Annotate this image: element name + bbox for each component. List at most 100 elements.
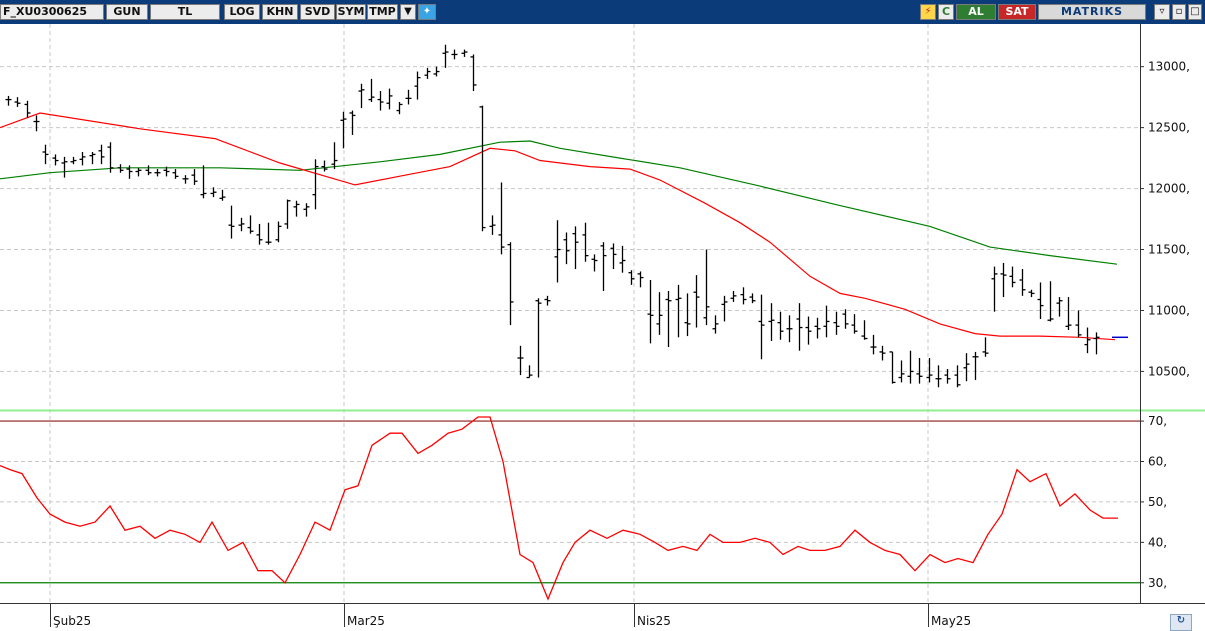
ohlc-bar — [79, 152, 86, 166]
ohlc-bar — [89, 152, 96, 165]
ohlc-bar — [572, 226, 579, 270]
ohlc-bar — [647, 280, 654, 344]
ohlc-bar — [145, 165, 152, 176]
ohlc-bar — [489, 215, 496, 235]
ohlc-bar — [1084, 327, 1091, 354]
price-tick-label: 10500, — [1148, 364, 1190, 378]
ohlc-bar — [228, 205, 235, 239]
date-x-axis: Şub25 Mar25 Nis25 May25 — [50, 603, 971, 628]
symbol-field[interactable]: F_XU0300625 — [0, 4, 104, 20]
date-tick-label: Şub25 — [53, 614, 91, 628]
ohlc-bar — [498, 182, 505, 255]
ohlc-bar — [600, 242, 607, 291]
ohlc-bar — [851, 314, 858, 334]
period-button[interactable]: GUN — [106, 4, 148, 20]
ohlc-bar — [414, 71, 421, 100]
price-tick-label: 11000, — [1148, 303, 1190, 317]
ohlc-bar — [526, 365, 533, 379]
ohlc-bar — [52, 154, 59, 166]
chart-area: 13000, 12500, 12000, 11500, 11000, 10500, 70,… — [0, 24, 1205, 628]
price-tick-label: 13000, — [1148, 60, 1190, 74]
currency-button[interactable]: TL — [150, 4, 220, 20]
chart-settings-icon[interactable]: ↻ — [1170, 614, 1192, 631]
ohlc-bar — [823, 305, 830, 338]
ohlc-bar — [386, 88, 393, 110]
svd-button[interactable]: SVD — [300, 4, 335, 20]
ohlc-bar — [42, 144, 49, 165]
ohlc-bar — [777, 311, 784, 340]
ohlc-bar — [117, 164, 124, 173]
ohlc-bar — [1009, 266, 1016, 288]
sym-button[interactable]: SYM — [336, 4, 366, 20]
price-y-axis: 13000, 12500, 12000, 11500, 11000, 10500, — [1140, 60, 1190, 378]
khn-button[interactable]: KHN — [262, 4, 298, 20]
ohlc-bar — [479, 105, 486, 232]
rsi-line — [0, 416, 1118, 601]
ohlc-bar — [740, 287, 747, 305]
rsi-tick-label: 30, — [1148, 576, 1167, 590]
ohlc-bar — [61, 156, 68, 178]
ohlc-bar — [1093, 332, 1100, 355]
ohlc-bar — [814, 317, 821, 339]
c-button[interactable]: C — [938, 4, 954, 20]
ohlc-bar — [730, 290, 737, 302]
buy-button[interactable]: AL — [956, 4, 996, 20]
minimize-icon[interactable]: ▿ — [1154, 4, 1170, 20]
ohlc-bar — [1065, 297, 1072, 330]
ohlc-bar — [610, 243, 617, 270]
ohlc-bar — [619, 245, 626, 273]
ohlc-bar — [833, 311, 840, 335]
ohlc-bar — [1047, 281, 1054, 322]
ohlc-bar — [768, 303, 775, 341]
rsi-tick-label: 60, — [1148, 455, 1167, 469]
ohlc-bar — [665, 290, 672, 348]
ohlc-bar — [5, 95, 12, 106]
ohlc-bar — [656, 292, 663, 335]
ohlc-bar — [154, 169, 161, 177]
ohlc-bar — [163, 166, 170, 177]
rsi-tick-label: 50, — [1148, 495, 1167, 509]
ohlc-bar — [507, 242, 514, 326]
ohlc-bar — [275, 221, 282, 243]
triangle-down-icon[interactable]: ▼ — [400, 4, 416, 20]
price-tick-label: 12500, — [1148, 121, 1190, 135]
ohlc-bar — [916, 358, 923, 384]
ohlc-bar — [265, 222, 272, 245]
price-tick-label: 11500, — [1148, 243, 1190, 257]
twitter-bird-icon[interactable]: ✦ — [418, 4, 436, 20]
ohlc-bar — [461, 49, 468, 57]
close-icon[interactable]: □ — [1188, 4, 1202, 20]
log-button[interactable]: LOG — [224, 4, 260, 20]
ohlc-bar — [907, 350, 914, 384]
ohlc-bar — [805, 316, 812, 345]
ohlc-bar — [238, 217, 245, 232]
ohlc-bar — [368, 78, 375, 103]
ohlc-bar — [33, 115, 40, 132]
ohlc-bar — [1028, 289, 1035, 298]
ohlc-bar — [684, 293, 691, 337]
ohlc-bar — [433, 66, 440, 77]
ohlc-bar — [693, 275, 700, 328]
rsi-tick-label: 70, — [1148, 414, 1167, 428]
tmp-button[interactable]: TMP — [367, 4, 398, 20]
ohlc-bar — [991, 266, 998, 312]
ohlc-bar — [358, 83, 365, 109]
ohlc-bar — [582, 222, 589, 262]
ohlc-bar — [675, 284, 682, 338]
rsi-tick-label: 40, — [1148, 535, 1167, 549]
ohlc-bar — [321, 160, 328, 172]
ohlc-bar — [591, 254, 598, 272]
sell-button[interactable]: SAT — [998, 4, 1036, 20]
ohlc-bar — [935, 365, 942, 388]
ohlc-bar — [470, 54, 477, 92]
ohlc-bar — [926, 358, 933, 383]
lightning-icon[interactable]: ⚡ — [920, 4, 936, 20]
restore-icon[interactable]: ▫ — [1172, 4, 1186, 20]
ohlc-bar — [24, 100, 31, 118]
ohlc-bar — [554, 220, 561, 283]
ohlc-bar — [637, 271, 644, 288]
ohlc-bar — [889, 351, 896, 384]
ma-short-line — [0, 112, 1116, 341]
price-panel — [0, 44, 1128, 388]
ohlc-bar — [126, 165, 133, 179]
